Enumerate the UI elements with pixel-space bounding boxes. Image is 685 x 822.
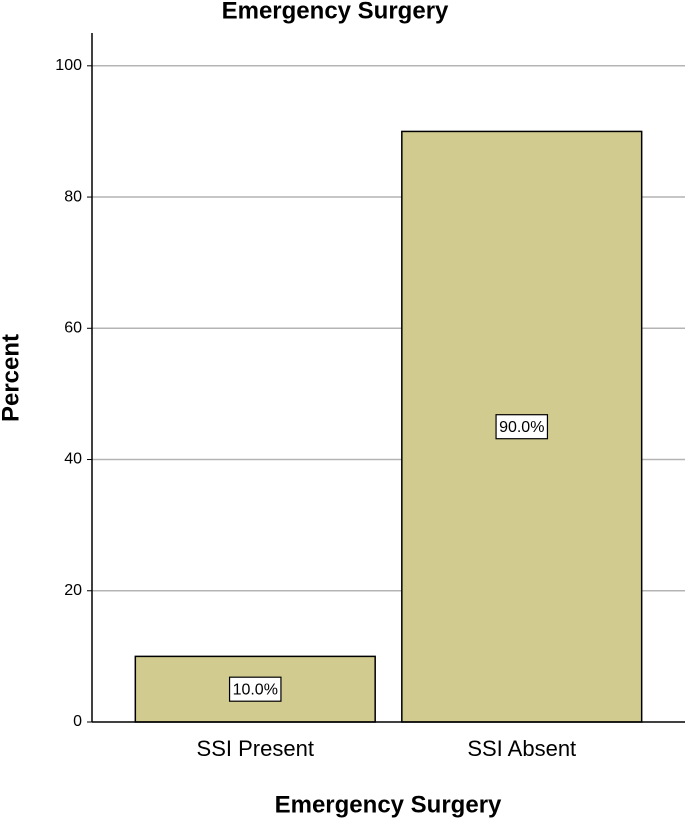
y-tick-label: 40 <box>64 451 82 468</box>
y-tick-label: 0 <box>73 713 82 730</box>
x-axis-title: Emergency Surgery <box>275 791 502 818</box>
y-tick-label: 60 <box>64 320 82 337</box>
value-label-box <box>228 676 282 702</box>
y-tick-label: 20 <box>64 582 82 599</box>
value-label-box <box>495 414 549 440</box>
chart-title: Emergency Surgery <box>222 0 449 24</box>
value-label: 10.0% <box>233 681 278 698</box>
y-tick-label: 80 <box>64 188 82 205</box>
x-tick-label: SSI Present <box>197 736 314 761</box>
y-tick-label: 100 <box>55 57 82 74</box>
value-label: 90.0% <box>499 419 544 436</box>
y-axis-title: Percent <box>0 334 24 422</box>
x-tick-label: SSI Absent <box>467 736 576 761</box>
